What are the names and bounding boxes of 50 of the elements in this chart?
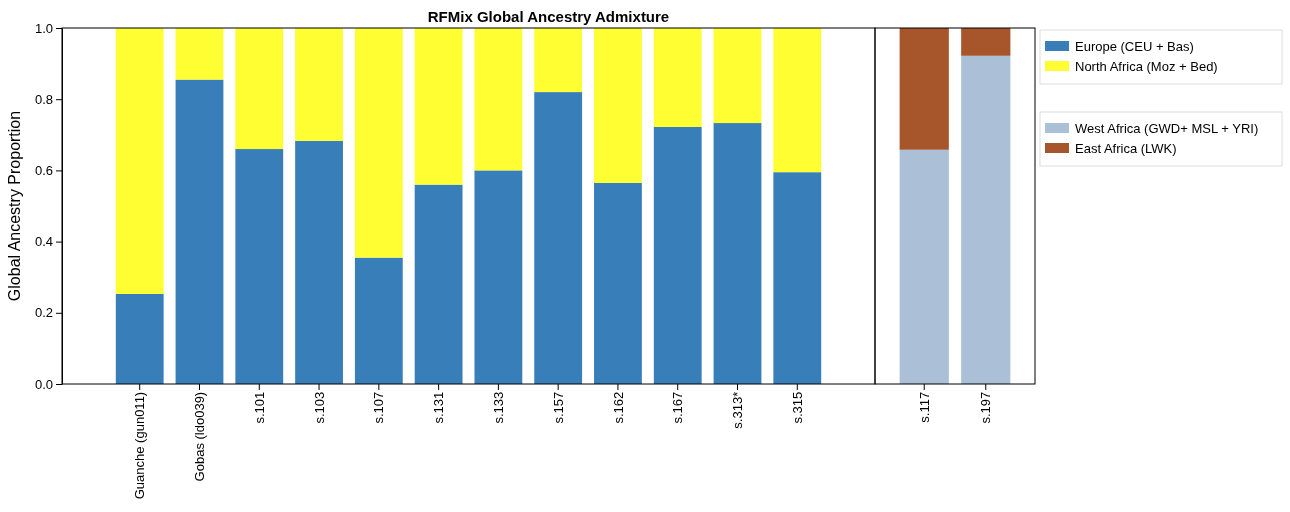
bar (474, 170, 523, 384)
y-tick-label: 0.8 (34, 91, 53, 107)
y-tick-label: 1.0 (34, 20, 53, 36)
bar (534, 28, 583, 93)
x-tick-label: s.313* (730, 391, 746, 429)
y-tick-label: 0.0 (34, 376, 53, 392)
x-tick-label: s.157 (550, 391, 566, 424)
y-tick-label: 0.2 (34, 305, 53, 321)
chart-title: RFMix Global Ancestry Admixture (427, 8, 670, 25)
x-tick-label: s.107 (371, 391, 387, 424)
x-tick-label: s.101 (251, 391, 267, 424)
bar (295, 28, 343, 141)
bar (175, 28, 224, 80)
bar (534, 92, 583, 384)
x-tick-label: Gobas (ldo039) (192, 391, 208, 482)
bar (594, 28, 642, 183)
x-tick-label: s.133 (490, 391, 506, 424)
x-tick-label: s.162 (610, 391, 626, 424)
bar (354, 28, 403, 258)
y-tick-label: 0.4 (34, 234, 53, 250)
bar (653, 126, 702, 384)
legend-label: East Africa (LWK) (1075, 141, 1177, 156)
x-tick-label: s.167 (670, 391, 686, 424)
bar (295, 140, 343, 384)
x-tick-label: s.315 (789, 391, 805, 424)
bar (773, 172, 822, 384)
bar (713, 28, 762, 124)
x-tick-label: s.117 (916, 391, 932, 423)
bar (235, 149, 284, 384)
x-tick-label: s.197 (978, 391, 994, 424)
legend-label: West Africa (GWD+ MSL + YRI) (1075, 121, 1259, 136)
bar (115, 28, 164, 294)
x-tick-label: s.131 (431, 391, 447, 424)
bar (354, 257, 403, 384)
bar (235, 28, 284, 150)
y-axis-title: Global Ancestry Proportion (6, 110, 23, 302)
bar (773, 28, 822, 173)
y-tick-label: 0.6 (34, 163, 53, 179)
bar (115, 293, 164, 384)
bar (474, 28, 523, 171)
bar (713, 123, 762, 384)
legend-label: North Africa (Moz + Bed) (1075, 59, 1218, 74)
bar (175, 79, 224, 384)
bar (414, 28, 463, 185)
bar (594, 182, 642, 384)
bar (653, 28, 702, 127)
legend-label: Europe (CEU + Bas) (1075, 39, 1194, 54)
bar (414, 184, 463, 384)
x-tick-label: s.103 (311, 391, 327, 424)
x-tick-label: Guanche (gun011) (132, 391, 148, 500)
